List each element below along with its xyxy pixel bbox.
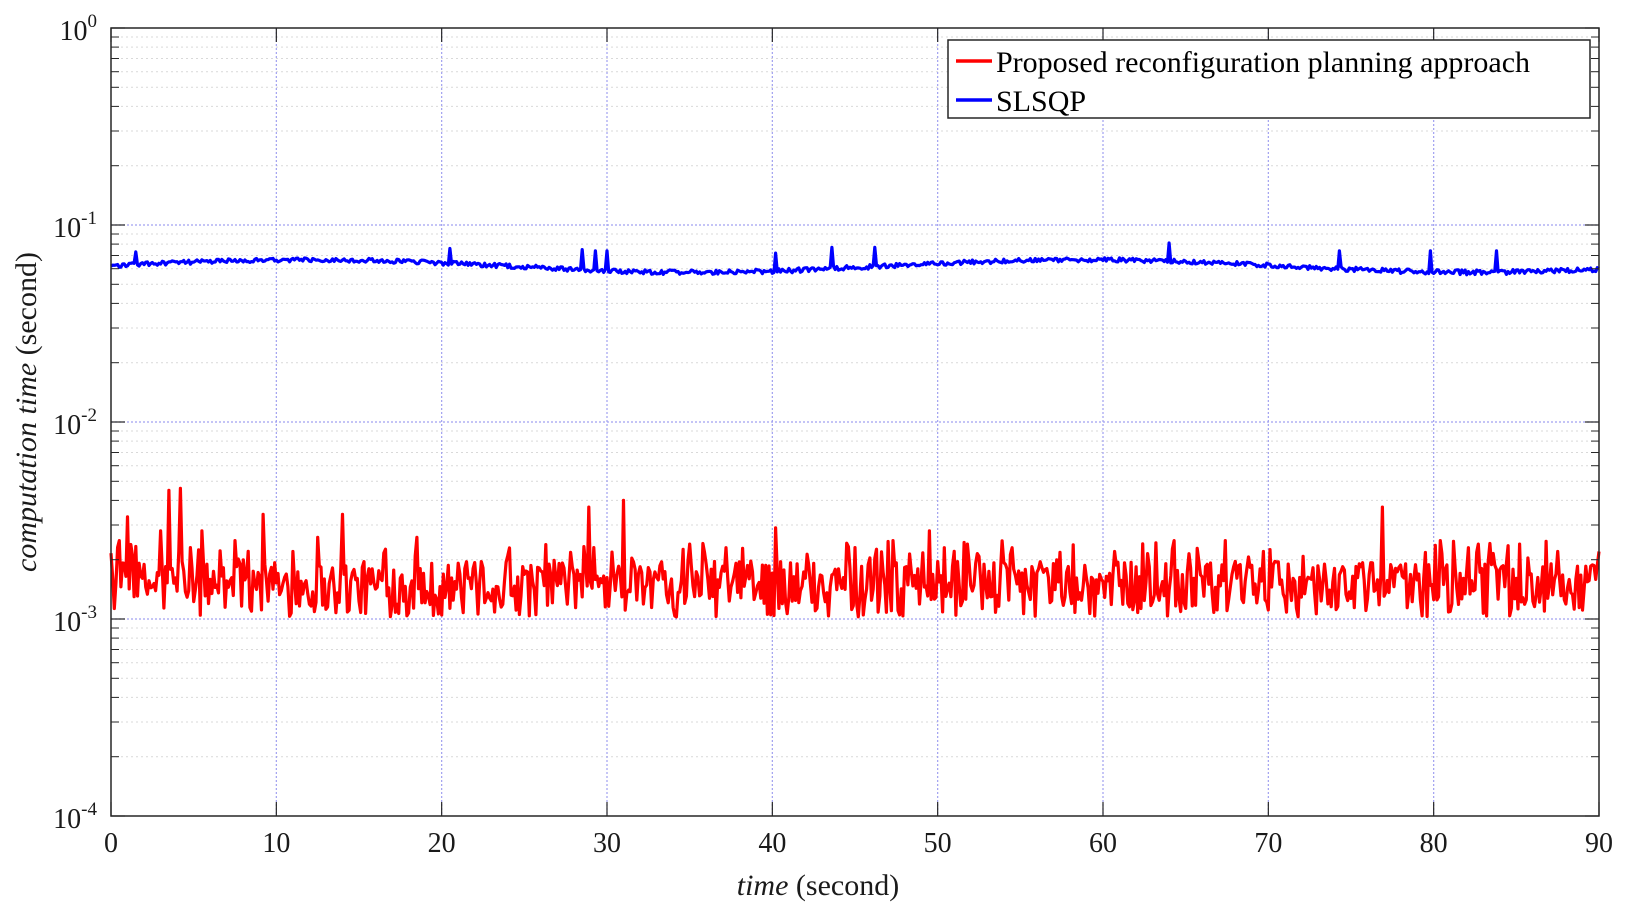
x-tick-label: 0	[104, 828, 118, 859]
legend: Proposed reconfiguration planning approa…	[947, 39, 1591, 119]
series-line-slsqp	[110, 241, 1600, 277]
x-tick-label: 50	[924, 828, 952, 859]
x-tick-label: 70	[1254, 828, 1282, 859]
x-tick-label: 10	[262, 828, 290, 859]
x-tick-label: 60	[1089, 828, 1117, 859]
x-axis-title: time (second)	[737, 869, 899, 902]
y-axis-title: computation time (second)	[10, 252, 43, 572]
legend-label-proposed: Proposed reconfiguration planning approa…	[996, 46, 1530, 79]
y-tick-label: 10-3	[53, 602, 97, 638]
y-tick-label: 10-4	[53, 799, 97, 835]
y-tick-label: 100	[60, 11, 98, 47]
legend-box	[947, 39, 1591, 119]
x-tick-label: 80	[1420, 828, 1448, 859]
x-tick-label: 90	[1585, 828, 1613, 859]
axes	[110, 27, 1600, 817]
tick-labels: 10-4 10-3 10-2 10-1 100 0 10 20 30 40 50 60 70 80 90	[53, 11, 1613, 859]
x-tick-label: 20	[428, 828, 456, 859]
plot-area	[109, 241, 1601, 619]
x-tick-label: 40	[758, 828, 786, 859]
legend-label-slsqp: SLSQP	[996, 85, 1086, 118]
y-tick-label: 10-1	[53, 208, 97, 244]
axes-box	[110, 27, 1600, 817]
series-line-proposed	[109, 486, 1601, 619]
y-tick-label: 10-2	[53, 405, 97, 441]
x-tick-label: 30	[593, 828, 621, 859]
